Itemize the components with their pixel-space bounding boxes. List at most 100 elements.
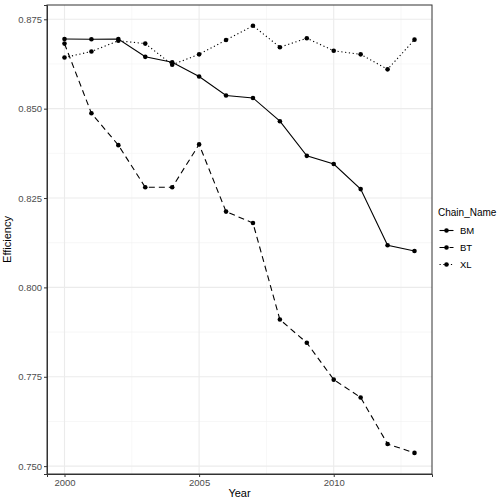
legend-key xyxy=(438,222,455,239)
series-point xyxy=(62,41,67,46)
legend-marker xyxy=(444,262,449,267)
series-point xyxy=(197,142,202,147)
chart: 2000 2005 2010 0.750 0.775 0.800 0.825 0.850 0.8… xyxy=(0,0,497,500)
series-point xyxy=(224,93,229,98)
legend-title: Chain_Name xyxy=(438,207,497,218)
tick-label: 2005 xyxy=(189,477,210,488)
tick: 2000 xyxy=(54,474,75,488)
grid-line xyxy=(64,5,65,474)
series-line xyxy=(65,26,415,70)
y-axis-title: Efficiency xyxy=(1,216,13,263)
series-point xyxy=(358,187,363,192)
tick-label: 0.800 xyxy=(18,282,42,293)
series-point xyxy=(385,243,390,248)
data-marks xyxy=(62,23,417,455)
series-point xyxy=(116,38,121,43)
series-point xyxy=(143,55,148,60)
series-point xyxy=(89,37,94,42)
legend-item: BT xyxy=(438,239,472,256)
legend-label: XL xyxy=(460,259,472,270)
x-axis: 2000 2005 2010 xyxy=(48,474,433,488)
series-point xyxy=(62,55,67,60)
tick-label: 0.850 xyxy=(18,103,42,114)
tick-label: 0.875 xyxy=(18,14,42,25)
minor-grid-line xyxy=(401,5,402,474)
series-point xyxy=(331,48,336,53)
legend-label: BM xyxy=(460,225,474,236)
series-point xyxy=(358,395,363,400)
series-point xyxy=(251,96,256,101)
series-point xyxy=(251,23,256,28)
grid-line xyxy=(47,376,432,377)
axis-line xyxy=(48,475,433,478)
grid xyxy=(47,5,432,474)
series-point xyxy=(197,52,202,57)
series-point xyxy=(385,67,390,72)
legend-label: BT xyxy=(460,242,472,253)
series-point xyxy=(278,317,283,322)
series-line xyxy=(65,44,415,453)
tick: 2005 xyxy=(189,474,210,488)
series-point xyxy=(412,249,417,254)
tick-label: 2000 xyxy=(54,477,75,488)
legend-key xyxy=(438,239,455,256)
minor-grid-line xyxy=(47,242,432,243)
legend-marker xyxy=(444,245,449,250)
series-point xyxy=(412,37,417,42)
tick: 2010 xyxy=(324,474,345,488)
grid-line xyxy=(47,108,432,109)
series-point xyxy=(331,162,336,167)
series-point xyxy=(116,143,121,148)
legend-item: BM xyxy=(438,222,474,239)
y-axis: 0.750 0.775 0.800 0.825 0.850 0.875 xyxy=(18,6,47,475)
minor-grid-line xyxy=(47,332,432,333)
series-point xyxy=(170,62,175,67)
tick-label: 0.825 xyxy=(18,193,42,204)
tick: 0.775 xyxy=(18,371,47,382)
series-point xyxy=(358,52,363,57)
series-point xyxy=(62,37,67,42)
series-point xyxy=(251,221,256,226)
legend: Chain_Name BM BT XL xyxy=(438,207,497,273)
panel-background xyxy=(47,5,432,474)
tick: 0.800 xyxy=(18,282,47,293)
tick-label: 0.775 xyxy=(18,371,42,382)
series-point xyxy=(224,209,229,214)
grid-line xyxy=(47,287,432,288)
minor-grid-line xyxy=(47,421,432,422)
minor-grid-line xyxy=(47,153,432,154)
series-point xyxy=(143,185,148,190)
legend-key xyxy=(438,256,455,273)
tick-label: 0.750 xyxy=(18,461,42,472)
series-point xyxy=(89,111,94,116)
series-point xyxy=(89,49,94,54)
x-axis-title: Year xyxy=(228,487,251,499)
series-point xyxy=(305,341,310,346)
series-point xyxy=(305,154,310,159)
grid-line xyxy=(333,5,334,474)
series-point xyxy=(305,36,310,41)
tick: 0.825 xyxy=(18,193,47,204)
series-point xyxy=(278,45,283,50)
series-point xyxy=(170,185,175,190)
minor-grid-line xyxy=(131,5,132,474)
grid-line xyxy=(47,19,432,20)
series-point xyxy=(224,38,229,43)
legend-item: XL xyxy=(438,256,472,273)
legend-marker xyxy=(444,228,449,233)
plot: 2000 2005 2010 0.750 0.775 0.800 0.825 0.850 0.8… xyxy=(18,5,432,488)
series-point xyxy=(278,119,283,124)
panel-border xyxy=(47,5,432,474)
grid-line xyxy=(47,197,432,198)
series-line xyxy=(65,39,415,251)
minor-grid-line xyxy=(47,63,432,64)
minor-grid-line xyxy=(266,5,267,474)
series-point xyxy=(385,442,390,447)
tick: 0.850 xyxy=(18,103,47,114)
tick: 0.750 xyxy=(18,461,47,472)
series-point xyxy=(197,74,202,79)
series-point xyxy=(143,41,148,46)
grid-line xyxy=(47,466,432,467)
series-point xyxy=(331,377,336,382)
tick: 0.875 xyxy=(18,14,47,25)
